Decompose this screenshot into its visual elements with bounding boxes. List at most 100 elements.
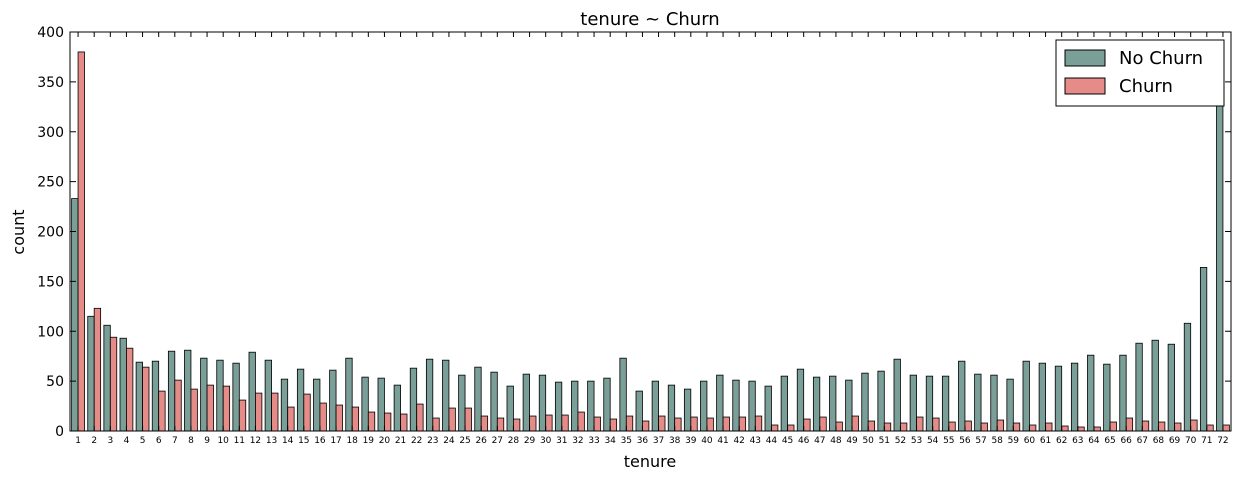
bar-no-churn-16 (313, 378, 321, 432)
bar-churn-58 (996, 419, 1005, 432)
bar-no-churn-51 (877, 370, 885, 432)
bar-churn-54 (932, 417, 940, 432)
x-tick-label: 15 (298, 436, 309, 446)
bar-no-churn-17 (329, 369, 337, 432)
x-tick-label: 36 (637, 436, 649, 446)
bar-churn-26 (480, 415, 489, 432)
x-tick-label: 4 (124, 436, 130, 446)
bar-churn-14 (287, 406, 295, 432)
x-tick-label: 35 (621, 436, 632, 446)
bar-churn-38 (674, 417, 682, 432)
x-tick-label: 54 (927, 436, 939, 446)
bar-churn-41 (722, 416, 730, 432)
x-tick-label: 48 (830, 436, 842, 446)
bar-no-churn-23 (425, 358, 434, 432)
x-tick-label: 53 (911, 436, 922, 446)
x-tick-label: 16 (314, 436, 326, 446)
bar-no-churn-19 (361, 376, 369, 432)
bar-no-churn-25 (458, 374, 466, 432)
bar-no-churn-72 (1216, 76, 1224, 432)
x-tick-label: 31 (556, 436, 567, 446)
bar-no-churn-69 (1167, 343, 1175, 432)
bar-no-churn-47 (812, 376, 821, 432)
bar-churn-19 (367, 411, 376, 432)
bar-no-churn-63 (1070, 362, 1079, 432)
bar-churn-2 (93, 307, 102, 432)
bar-churn-17 (335, 404, 343, 432)
bar-churn-40 (706, 417, 714, 432)
bar-no-churn-5 (135, 361, 143, 432)
y-tick-label: 150 (37, 274, 64, 290)
bar-no-churn-65 (1103, 363, 1111, 432)
bar-churn-55 (948, 421, 956, 432)
bar-no-churn-4 (119, 337, 127, 432)
y-axis-label: count (9, 209, 28, 254)
bar-churn-42 (738, 416, 747, 432)
x-tick-label: 61 (1040, 436, 1051, 446)
bar-churn-53 (916, 416, 924, 432)
x-tick-label: 29 (524, 436, 536, 446)
bar-churn-24 (448, 407, 456, 432)
bar-no-churn-61 (1038, 362, 1046, 432)
bar-no-churn-22 (409, 367, 418, 432)
bar-no-churn-52 (893, 358, 901, 432)
bar-no-churn-49 (845, 379, 853, 432)
bar-no-churn-56 (958, 360, 966, 432)
bar-churn-35 (625, 415, 634, 432)
bar-churn-62 (1061, 425, 1069, 432)
y-tick-label: 200 (37, 225, 64, 241)
bar-churn-72 (1222, 424, 1230, 432)
x-tick-label: 27 (492, 436, 503, 446)
bar-no-churn-58 (990, 374, 998, 432)
x-tick-label: 70 (1185, 436, 1197, 446)
bar-churn-29 (529, 415, 537, 432)
x-tick-label: 10 (217, 436, 229, 446)
bar-no-churn-10 (216, 359, 224, 432)
bar-churn-16 (319, 402, 327, 432)
bar-churn-25 (464, 407, 472, 432)
bar-churn-3 (109, 336, 118, 432)
plot-frame (69, 31, 1232, 432)
x-tick-label: 1 (75, 436, 81, 446)
x-tick-label: 40 (701, 436, 713, 446)
bar-churn-33 (593, 416, 601, 432)
x-tick-label: 2 (91, 436, 97, 446)
bar-churn-15 (303, 393, 311, 432)
legend-label-churn: Churn (1119, 76, 1173, 97)
bar-no-churn-12 (248, 351, 256, 432)
bar-no-churn-57 (974, 373, 982, 432)
x-tick-label: 69 (1169, 436, 1181, 446)
bar-churn-67 (1141, 420, 1150, 432)
bar-churn-18 (351, 406, 360, 432)
bar-churn-22 (416, 403, 424, 432)
y-tick-label: 100 (37, 324, 64, 340)
bar-churn-44 (771, 424, 779, 432)
y-tick-label: 350 (37, 75, 64, 91)
bar-churn-10 (222, 385, 231, 432)
bar-churn-71 (1206, 424, 1214, 432)
bar-no-churn-2 (87, 315, 95, 432)
bar-churn-5 (142, 366, 150, 432)
x-tick-label: 71 (1201, 436, 1212, 446)
bar-churn-63 (1077, 426, 1085, 432)
x-tick-label: 5 (140, 436, 146, 446)
legend[interactable]: No Churn Churn (1055, 39, 1225, 107)
bar-churn-43 (754, 415, 763, 432)
bar-churn-7 (174, 379, 182, 432)
x-tick-label: 50 (862, 436, 874, 446)
bar-churn-56 (964, 420, 972, 432)
bar-churn-70 (1190, 419, 1198, 432)
bar-churn-46 (803, 418, 811, 432)
bar-no-churn-45 (780, 375, 788, 432)
bar-no-churn-64 (1087, 354, 1095, 432)
bar-churn-1 (77, 51, 85, 432)
bar-no-churn-28 (506, 385, 514, 432)
bar-no-churn-30 (538, 374, 547, 432)
bar-churn-9 (206, 384, 214, 432)
bar-churn-66 (1125, 417, 1134, 432)
bar-no-churn-34 (603, 377, 611, 432)
x-tick-label: 39 (685, 436, 697, 446)
bar-churn-4 (126, 347, 134, 432)
bar-churn-50 (867, 420, 876, 432)
